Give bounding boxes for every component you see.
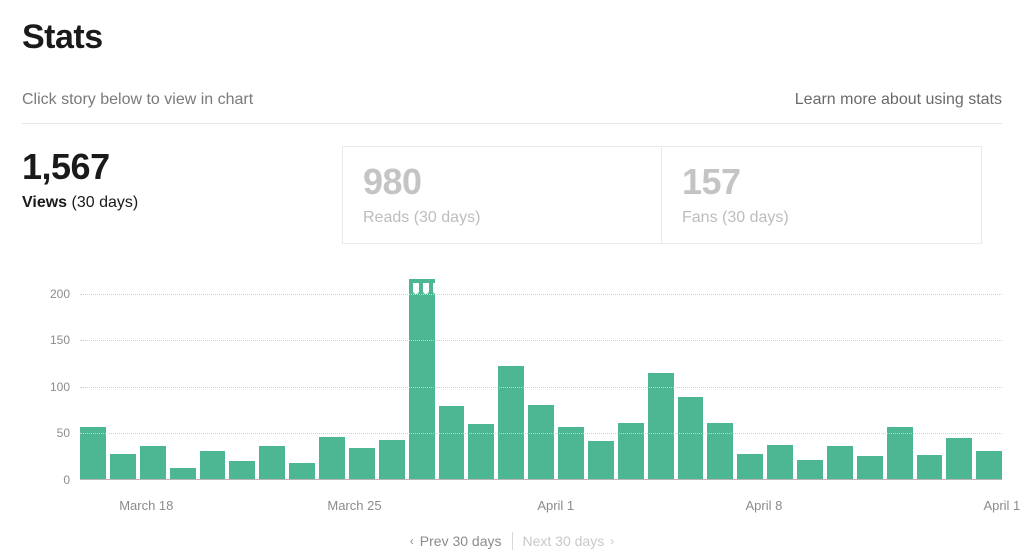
chart-bar[interactable]	[976, 451, 1002, 479]
help-link[interactable]: Learn more about using stats	[795, 91, 1002, 109]
chart-bar[interactable]	[678, 397, 704, 479]
chart-bar[interactable]	[737, 454, 763, 479]
x-tick-label: April 1	[537, 498, 574, 513]
chart-bar[interactable]	[946, 438, 972, 479]
metric-reads-value: 980	[363, 161, 641, 203]
chart-bar[interactable]	[229, 461, 255, 479]
metric-fans-period: (30 days)	[722, 209, 789, 226]
chart-bar[interactable]	[498, 366, 524, 479]
metric-reads-label-text: Reads	[363, 209, 409, 226]
chart-bar[interactable]	[468, 424, 494, 479]
y-tick-label: 150	[50, 333, 70, 347]
subheading-text: Click story below to view in chart	[22, 91, 253, 109]
chevron-right-icon: ›	[610, 534, 614, 548]
chart-bars	[80, 279, 1002, 479]
metric-fans[interactable]: 157 Fans (30 days)	[662, 146, 982, 244]
chart-bar[interactable]	[827, 446, 853, 479]
chart-bar[interactable]	[110, 454, 136, 479]
chart-bar[interactable]	[887, 427, 913, 479]
chart-bar[interactable]	[379, 440, 405, 479]
chart-bar[interactable]	[648, 373, 674, 479]
metric-views[interactable]: 1,567 Views (30 days)	[22, 146, 342, 244]
chart-bar[interactable]	[618, 423, 644, 479]
chart-bar[interactable]	[558, 427, 584, 479]
page-title: Stats	[22, 18, 1002, 57]
chart-bar[interactable]	[528, 405, 554, 479]
chart-bar[interactable]	[349, 448, 375, 479]
chart-plot	[80, 280, 1002, 480]
metric-reads-period: (30 days)	[414, 209, 481, 226]
chart-bar[interactable]	[439, 406, 465, 479]
gridline	[80, 294, 1002, 295]
chart-bar[interactable]	[289, 463, 315, 479]
chart-bar[interactable]	[707, 423, 733, 479]
torn-edge	[413, 283, 439, 294]
chart-bar[interactable]	[797, 460, 823, 479]
next-30-days-button[interactable]: Next 30 days ›	[513, 533, 625, 549]
chart-bar[interactable]	[80, 427, 106, 479]
divider	[22, 123, 1002, 124]
date-pager: ‹ Prev 30 days Next 30 days ›	[22, 532, 1002, 550]
gridline	[80, 433, 1002, 434]
chart-bar[interactable]	[170, 468, 196, 479]
chart-bar[interactable]	[319, 437, 345, 479]
y-tick-label: 200	[50, 287, 70, 301]
prev-30-days-button[interactable]: ‹ Prev 30 days	[400, 533, 512, 549]
x-tick-label: April 1	[983, 498, 1020, 513]
subheading-row: Click story below to view in chart Learn…	[22, 91, 1002, 109]
chart-bar[interactable]	[767, 445, 793, 479]
x-axis: March 18March 25April 1April 8April 1	[80, 498, 1002, 518]
views-chart: 0 50 100 150 200	[22, 280, 1002, 492]
x-tick-label: March 18	[119, 498, 173, 513]
y-tick-label: 100	[50, 380, 70, 394]
metric-fans-label: Fans (30 days)	[682, 209, 961, 227]
metrics-row: 1,567 Views (30 days) 980 Reads (30 days…	[22, 146, 1002, 244]
metric-reads[interactable]: 980 Reads (30 days)	[342, 146, 662, 244]
y-tick-label: 50	[57, 426, 70, 440]
metric-fans-label-text: Fans	[682, 209, 718, 226]
chart-bar[interactable]	[917, 455, 943, 479]
y-axis: 050100150200	[22, 280, 80, 480]
y-tick-label: 0	[63, 473, 70, 487]
chart-bar[interactable]	[857, 456, 883, 479]
chart-bar[interactable]	[259, 446, 285, 479]
chart-bar[interactable]	[200, 451, 226, 479]
next-label: Next 30 days	[523, 533, 605, 549]
x-tick-label: March 25	[327, 498, 381, 513]
metric-views-value: 1,567	[22, 146, 322, 188]
metric-reads-label: Reads (30 days)	[363, 209, 641, 227]
chevron-left-icon: ‹	[410, 534, 414, 548]
metric-fans-value: 157	[682, 161, 961, 203]
chart-bar[interactable]	[409, 279, 435, 479]
gridline	[80, 387, 1002, 388]
metric-views-period: (30 days)	[72, 194, 139, 211]
prev-label: Prev 30 days	[420, 533, 502, 549]
gridline	[80, 340, 1002, 341]
chart-bar[interactable]	[588, 441, 614, 479]
metric-views-label-text: Views	[22, 194, 67, 211]
x-tick-label: April 8	[746, 498, 783, 513]
chart-bar[interactable]	[140, 446, 166, 479]
metric-views-label: Views (30 days)	[22, 194, 322, 212]
